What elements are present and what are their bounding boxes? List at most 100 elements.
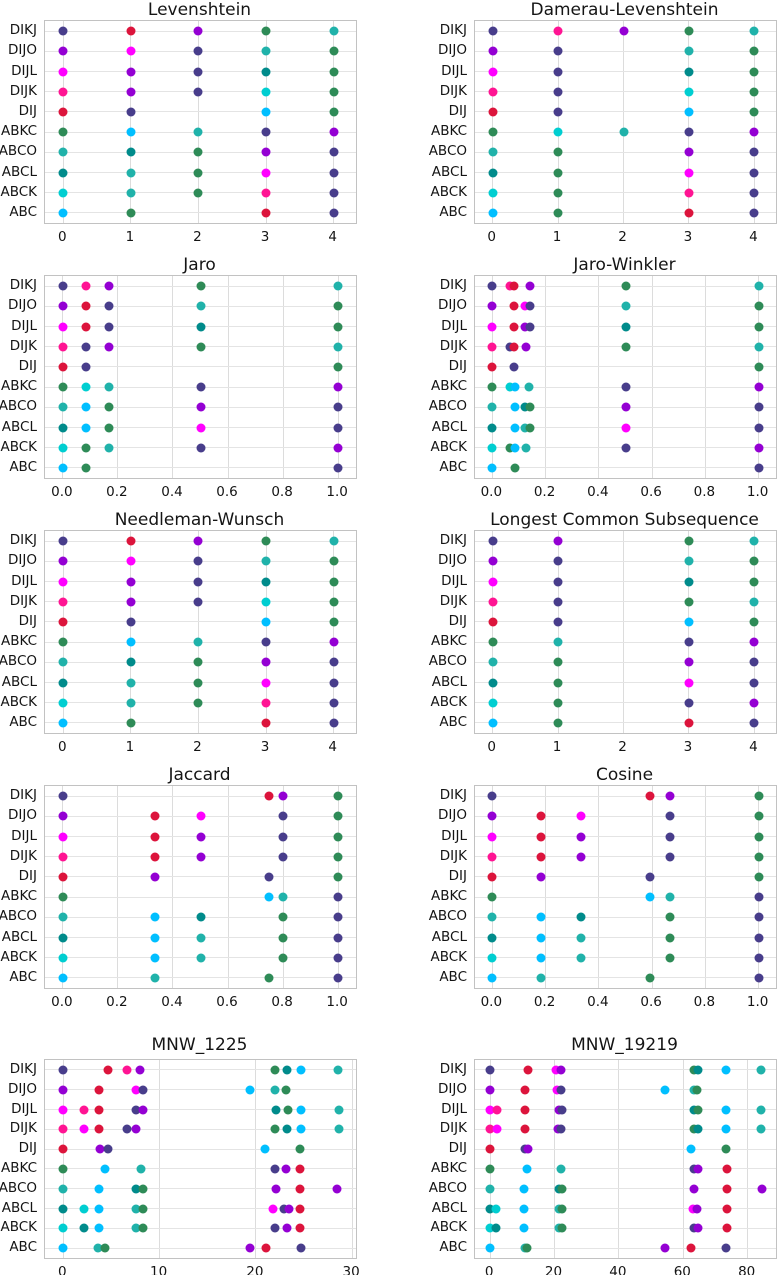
- data-point: [79, 1124, 88, 1134]
- data-point: [488, 617, 498, 627]
- data-point: [488, 718, 498, 728]
- gridline-horizontal: [475, 1069, 776, 1071]
- x-tick-label: 0.4: [161, 994, 183, 1010]
- x-tick-label: 0.2: [533, 484, 556, 500]
- data-point: [488, 147, 498, 157]
- y-tick-label: DIKJ: [439, 22, 467, 39]
- data-point: [693, 1223, 703, 1233]
- gridline-horizontal: [45, 621, 356, 623]
- gridline-vertical: [337, 276, 339, 478]
- data-point: [58, 912, 68, 922]
- data-point: [104, 423, 114, 432]
- subplot-longest-common-subsequence: Longest Common Subsequence 0 1 2 3 4 DIKJ DIJO D…: [389, 510, 778, 765]
- data-point: [520, 1085, 530, 1095]
- data-point: [296, 1124, 306, 1134]
- data-point: [333, 463, 343, 473]
- gridline-vertical: [758, 786, 760, 988]
- data-point: [684, 87, 694, 97]
- data-point: [196, 281, 205, 291]
- data-point: [58, 1204, 68, 1213]
- data-point: [576, 852, 586, 862]
- data-point: [487, 973, 497, 983]
- data-point: [722, 1204, 732, 1213]
- gridline-horizontal: [475, 1109, 776, 1110]
- data-point: [553, 168, 563, 177]
- data-point: [58, 402, 68, 412]
- data-point: [284, 1204, 294, 1213]
- data-point: [150, 832, 160, 841]
- data-point: [261, 26, 271, 36]
- gridline-vertical: [598, 786, 600, 988]
- data-point: [104, 342, 114, 352]
- data-point: [58, 382, 68, 392]
- data-point: [749, 127, 759, 137]
- data-point: [329, 678, 339, 687]
- data-point: [749, 67, 759, 76]
- data-point: [58, 933, 68, 942]
- y-tick-label: DIKJ: [9, 532, 37, 549]
- data-point: [487, 463, 497, 473]
- data-point: [329, 147, 339, 157]
- data-point: [58, 791, 68, 801]
- y-tick-label: ABCK: [0, 948, 37, 965]
- y-tick-label: ABCK: [430, 438, 467, 455]
- data-point: [553, 127, 563, 137]
- y-tick-label: DIJK: [439, 847, 467, 864]
- data-point: [553, 617, 563, 627]
- data-point: [576, 912, 586, 922]
- data-point: [196, 953, 205, 963]
- y-tick-label: DIKJ: [9, 1060, 37, 1077]
- data-point: [100, 1164, 110, 1174]
- data-point: [94, 1105, 104, 1114]
- data-point: [261, 107, 271, 117]
- data-point: [329, 87, 339, 97]
- data-point: [126, 577, 136, 586]
- data-point: [333, 892, 343, 902]
- data-point: [58, 281, 68, 291]
- data-point: [645, 791, 655, 801]
- y-tick-label: DIJ: [448, 102, 467, 119]
- data-point: [488, 46, 498, 56]
- data-point: [536, 872, 546, 882]
- y-tick-label: DIJO: [438, 297, 467, 314]
- data-point: [58, 832, 68, 841]
- data-point: [261, 536, 271, 546]
- gridline-vertical: [337, 786, 339, 988]
- data-point: [261, 1243, 271, 1253]
- data-point: [485, 1204, 495, 1213]
- subplot-mnw-19219: MNW_19219 0 20 40 60 80 DIKJ DIJO DIJL DIJK DIJ ABK…: [389, 1020, 778, 1275]
- data-point: [488, 208, 498, 218]
- data-point: [487, 852, 497, 862]
- y-tick-label: DIJO: [8, 552, 37, 569]
- data-point: [756, 1105, 766, 1114]
- data-point: [485, 1124, 495, 1134]
- data-point: [81, 402, 91, 412]
- data-point: [521, 342, 531, 352]
- data-point: [138, 1204, 148, 1213]
- x-tick-label: 0: [57, 739, 67, 755]
- data-point: [58, 87, 68, 97]
- x-tick-label: 0.8: [271, 484, 293, 500]
- data-point: [333, 1065, 343, 1075]
- data-point: [684, 147, 694, 157]
- data-point: [621, 423, 630, 432]
- data-point: [333, 281, 343, 291]
- data-point: [58, 617, 68, 627]
- gridline-horizontal: [45, 1109, 356, 1110]
- data-point: [295, 1144, 305, 1154]
- data-point: [150, 811, 160, 821]
- gridline-vertical: [159, 1060, 161, 1258]
- data-point: [79, 1204, 88, 1213]
- data-point: [665, 791, 675, 801]
- data-point: [126, 698, 136, 708]
- data-point: [488, 188, 498, 198]
- y-tick-label: ABCO: [428, 653, 467, 670]
- data-point: [754, 892, 764, 902]
- data-point: [553, 698, 563, 708]
- data-point: [334, 1124, 344, 1134]
- gridline-horizontal: [475, 560, 776, 562]
- x-tick-label: 0.4: [587, 994, 609, 1010]
- data-point: [621, 443, 630, 453]
- gridline-vertical: [545, 786, 547, 988]
- data-point: [150, 912, 160, 922]
